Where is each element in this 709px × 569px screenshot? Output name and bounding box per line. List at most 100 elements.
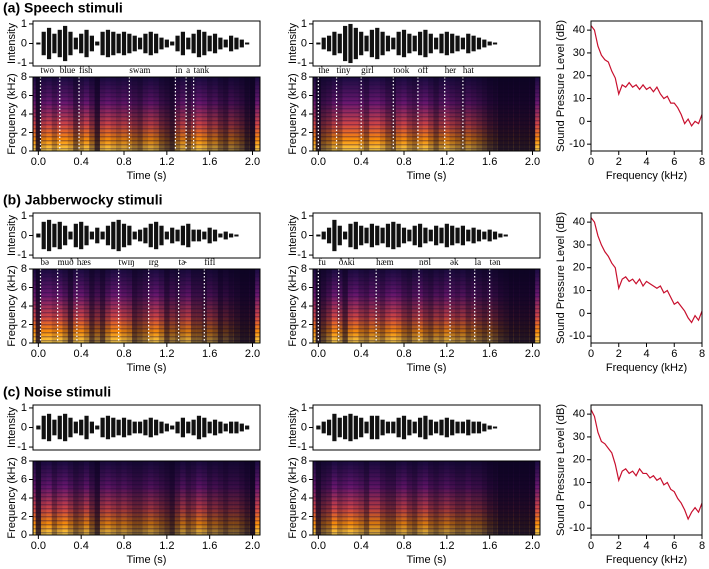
spectrogram-column	[363, 269, 370, 343]
x-tick-label: 2	[616, 540, 622, 552]
x-tick-label: 0.8	[396, 540, 411, 552]
spectrogram-column	[201, 461, 207, 535]
y-tick-label: 1	[301, 402, 307, 414]
spectrum-line	[590, 217, 703, 324]
spectrogram-column	[444, 461, 450, 535]
y-axis-label: Frequency (kHz)	[6, 265, 18, 346]
spectrogram-column	[148, 77, 154, 151]
spectrogram-column	[83, 269, 90, 343]
y-axis-label: Frequency (kHz)	[287, 265, 299, 346]
y-tick-label: -1	[297, 57, 307, 69]
spectrogram-column	[481, 269, 487, 343]
spectrogram-column	[358, 77, 364, 151]
y-tick-label: 4	[301, 492, 307, 504]
spectrogram-column	[385, 461, 391, 535]
y-tick-label: -1	[17, 57, 27, 69]
y-tick-label: 6	[21, 473, 27, 485]
y-axis-label: Sound Pressure Level (dB)	[555, 404, 567, 536]
x-tick-label: 8	[699, 156, 705, 168]
spectrogram-column	[94, 461, 100, 535]
spectrogram-column	[379, 77, 386, 151]
x-tick-label: 1.2	[159, 348, 174, 360]
spectrogram-column	[417, 269, 423, 343]
spectrogram-column	[223, 269, 229, 343]
y-tick-label: 8	[21, 455, 27, 467]
spectrogram-column	[460, 77, 466, 151]
spectrogram-column	[212, 77, 218, 151]
spectrogram-column	[353, 269, 358, 343]
spectrogram-column	[401, 77, 406, 151]
spectrogram-column	[513, 461, 520, 535]
spectrogram-column	[46, 461, 51, 535]
spectrogram-column	[492, 77, 498, 151]
x-tick-label: 1.6	[482, 540, 497, 552]
x-tick-label: 6	[671, 540, 677, 552]
spectrogram-column	[519, 269, 525, 343]
x-tick-label: 4	[643, 540, 649, 552]
x-tick-label: 1.6	[482, 156, 497, 168]
spectrogram-column	[438, 461, 445, 535]
word-label: ðʌki	[339, 257, 356, 267]
spectrogram-column	[174, 269, 181, 343]
y-tick-label: 2	[301, 510, 307, 522]
spectrogram-column	[137, 269, 143, 343]
word-label: twɪŋ	[119, 257, 135, 267]
spectrogram-column	[233, 269, 240, 343]
spectrogram-column	[449, 461, 455, 535]
spectrogram-column	[244, 461, 250, 535]
y-tick-label: 30	[573, 431, 585, 443]
spectrogram-column	[428, 269, 434, 343]
x-axis-label: Time (s)	[127, 554, 167, 566]
spectrogram-column	[465, 461, 471, 535]
spectrogram-column	[94, 77, 100, 151]
spectrogram-column	[35, 269, 42, 343]
x-axis-label: Time (s)	[407, 362, 447, 374]
spectrogram-column	[433, 269, 439, 343]
plot-frame	[590, 212, 703, 344]
spectrogram-column	[148, 461, 154, 535]
spectrogram-column	[73, 461, 79, 535]
spectrogram-column	[321, 461, 327, 535]
y-tick-label: 0	[579, 115, 585, 127]
x-tick-label: 2.0	[245, 540, 260, 552]
y-tick-label: -1	[297, 249, 307, 261]
spectrogram-column	[115, 461, 122, 535]
spectrogram-column	[342, 461, 348, 535]
word-label: fifl	[204, 257, 215, 267]
spectrogram-column	[395, 269, 402, 343]
spectrogram-column	[41, 461, 47, 535]
spectrogram-column	[223, 461, 229, 535]
spectrogram-column	[503, 461, 509, 535]
x-tick-label: 0	[588, 348, 594, 360]
word-label: two	[40, 65, 54, 75]
x-tick-label: 0.0	[31, 348, 46, 360]
y-axis-label: Frequency (kHz)	[6, 457, 18, 538]
x-tick-label: 2.0	[245, 348, 260, 360]
x-axis-label: Frequency (kHz)	[606, 362, 687, 374]
spectrogram-column	[164, 269, 170, 343]
spectrogram-column	[401, 461, 407, 535]
y-tick-label: 2	[21, 318, 27, 330]
x-tick-label: 2	[616, 348, 622, 360]
spectrogram-column	[89, 269, 95, 343]
x-tick-label: 8	[699, 540, 705, 552]
y-tick-label: 10	[573, 92, 585, 104]
x-tick-label: 0.4	[354, 348, 369, 360]
spectrogram-column	[137, 461, 143, 535]
spectrogram-column	[363, 461, 370, 535]
spectrogram-column	[78, 461, 84, 535]
y-tick-label: 10	[573, 284, 585, 296]
x-tick-label: 0.4	[354, 540, 369, 552]
panel-title: (b) Jabberwocky stimuli	[3, 192, 162, 208]
spectrogram-column	[412, 77, 418, 151]
spectrogram-column	[126, 461, 133, 535]
spectrogram-column	[35, 77, 42, 151]
y-tick-label: 2	[301, 126, 307, 138]
spectrogram-column	[190, 461, 197, 535]
spectrogram-column	[369, 269, 375, 343]
word-label: a	[186, 65, 190, 75]
spectrogram-column	[379, 461, 386, 535]
word-label: her	[445, 65, 457, 75]
word-label: la	[475, 257, 482, 267]
y-tick-label: 2	[301, 318, 307, 330]
